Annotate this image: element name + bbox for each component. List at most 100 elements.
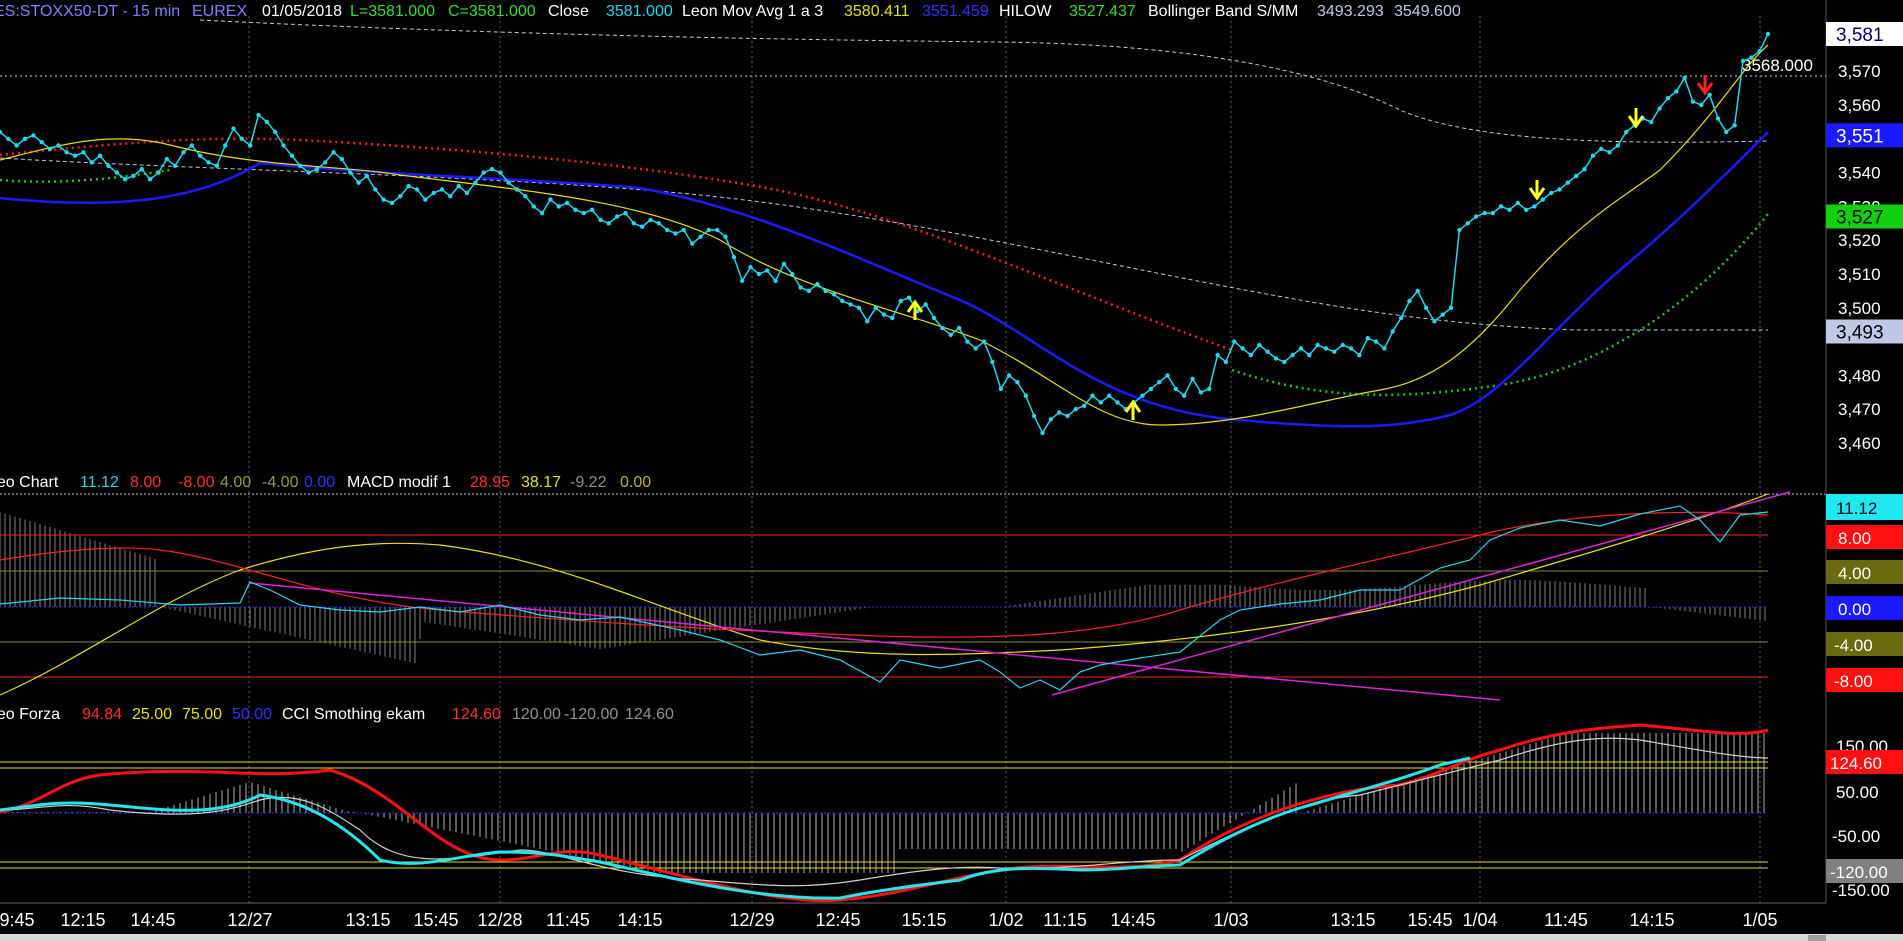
price-point <box>1582 167 1587 172</box>
cci-pane[interactable]: 150.00 124.60 50.00 -50.00 -150.00 -120.… <box>0 723 1903 903</box>
price-point <box>1540 197 1546 202</box>
price-point <box>1023 393 1028 398</box>
price-point <box>1165 373 1170 378</box>
cci-value-3: -120.00 <box>564 706 618 723</box>
price-point <box>881 312 887 317</box>
price-point <box>331 150 336 155</box>
price-point <box>323 160 328 165</box>
price-point <box>1223 359 1229 365</box>
price-point <box>706 227 712 233</box>
price-point <box>981 339 987 344</box>
price-pane[interactable]: 3568.000 3,5703,5603,5403,5303,5203,5103… <box>0 19 1903 453</box>
last-value: L=3581.000 <box>350 3 435 20</box>
price-point <box>614 214 620 219</box>
price-point <box>1265 349 1270 354</box>
time-tick-label: 1/03 <box>1213 910 1248 930</box>
price-point <box>931 315 937 321</box>
price-point <box>890 315 895 321</box>
price-point <box>1173 386 1179 392</box>
price-point <box>1006 373 1012 378</box>
price-point <box>47 146 53 152</box>
price-point <box>1482 210 1487 216</box>
price-point <box>1607 150 1612 155</box>
buy-arrow-icon <box>1124 399 1142 420</box>
price-point <box>1348 346 1354 351</box>
bollinger-value-2: 3549.600 <box>1394 3 1461 20</box>
leo-value-3: -8.00 <box>178 474 215 491</box>
price-point <box>1115 400 1120 405</box>
price-point <box>281 143 286 148</box>
price-axis-labels: 3,581 3,551 3,527 3,493 <box>1826 22 1903 344</box>
price-point <box>1207 386 1212 392</box>
price-point <box>1524 207 1529 212</box>
time-tick-label: 13:15 <box>1330 910 1375 930</box>
macd-pane[interactable]: 11.12 8.00 4.00 0.00 -4.00 -8.00 <box>0 491 1903 701</box>
cci-cyan-line <box>0 756 1471 900</box>
horizontal-scrollbar[interactable] <box>0 934 1903 941</box>
price-point <box>756 271 762 277</box>
price-point <box>698 234 703 239</box>
time-tick-label: 14:15 <box>1629 910 1674 930</box>
price-point <box>898 298 903 304</box>
price-point <box>1724 129 1729 135</box>
scrollbar-thumb[interactable] <box>1808 935 1826 941</box>
macd-signal-yellow <box>0 493 1769 696</box>
price-point <box>131 173 136 179</box>
price-point <box>1365 336 1370 341</box>
price-point <box>139 167 144 172</box>
cci-red-line <box>0 723 1769 903</box>
price-label-bg <box>1826 319 1903 344</box>
price-point <box>1148 386 1154 392</box>
price-point <box>1465 221 1471 226</box>
price-point <box>1248 352 1254 358</box>
price-point <box>1557 187 1562 192</box>
price-point <box>106 163 111 168</box>
price-point <box>348 170 353 175</box>
price-point <box>273 129 278 135</box>
price-point <box>1407 298 1412 304</box>
price-point <box>865 319 870 324</box>
close-price-points <box>0 31 1771 436</box>
macd-label: MACD modif 1 <box>347 474 451 491</box>
time-tick-label: 13:15 <box>345 910 390 930</box>
price-point <box>231 126 236 131</box>
price-point <box>1590 153 1596 158</box>
price-point <box>990 359 995 365</box>
price-point <box>631 221 636 226</box>
price-point <box>56 143 61 148</box>
time-tick-label: 12:15 <box>60 910 105 930</box>
price-tick-label: 3,560 <box>1838 96 1881 115</box>
price-point <box>314 167 320 172</box>
price-point <box>998 386 1003 392</box>
time-tick-label: 11:15 <box>1043 910 1087 930</box>
price-point <box>1090 393 1095 398</box>
cci-label-bg <box>1826 750 1903 774</box>
price-point <box>1599 146 1604 152</box>
price-point <box>656 221 661 226</box>
price-label-text: 3,551 <box>1836 126 1884 147</box>
leo-value-1: 11.12 <box>80 474 119 491</box>
price-point <box>172 163 178 168</box>
price-point <box>189 143 194 148</box>
price-point <box>1140 393 1145 398</box>
cci-pane-header: Leo Forza 94.84 25.00 75.00 50.00 CCI Sm… <box>0 706 674 723</box>
price-point <box>556 204 561 209</box>
price-point <box>690 241 695 246</box>
price-point <box>856 305 862 310</box>
time-tick-label: 12/29 <box>729 910 774 930</box>
bollinger-lower-line <box>0 157 1768 331</box>
macd-pane-header: Leo Chart 11.12 8.00 -8.00 4.00 -4.00 0.… <box>0 474 651 491</box>
price-label-bg <box>1826 22 1903 46</box>
cci-value-2: 120.00 <box>512 706 561 723</box>
price-point <box>147 177 153 182</box>
price-point <box>1507 207 1512 212</box>
price-point <box>956 325 962 331</box>
price-point <box>1048 417 1054 422</box>
macd-red-line <box>0 511 1769 638</box>
price-point <box>1323 346 1329 351</box>
price-point <box>456 183 461 189</box>
price-point <box>673 231 678 236</box>
price-point <box>1382 346 1387 351</box>
price-point <box>298 163 303 168</box>
